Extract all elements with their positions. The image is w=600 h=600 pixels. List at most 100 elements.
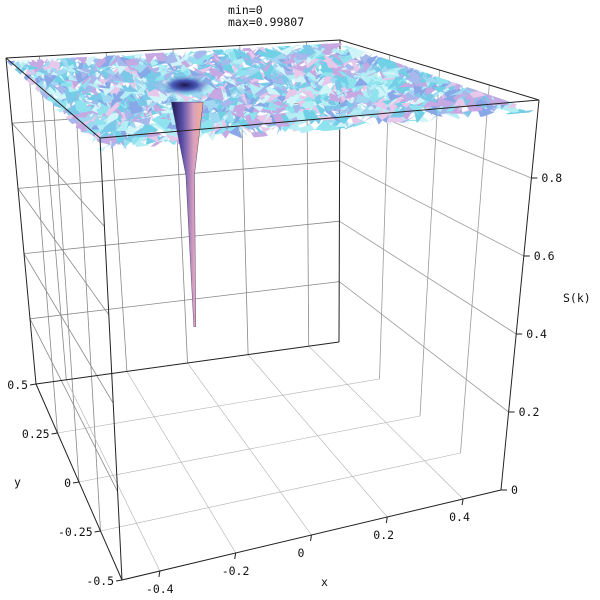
y-tick-mark bbox=[115, 579, 123, 582]
y-tick-mark bbox=[94, 530, 101, 533]
surface-patch bbox=[211, 49, 228, 56]
y-tick-label: -0.25 bbox=[58, 525, 93, 539]
surface-patch bbox=[290, 43, 307, 53]
surface-patch bbox=[64, 79, 79, 83]
x-tick-label: 0.4 bbox=[449, 510, 470, 524]
surface-patch bbox=[187, 50, 203, 65]
surface-patch bbox=[94, 57, 109, 69]
surface-patch bbox=[385, 90, 403, 101]
box-edge bbox=[99, 137, 123, 581]
surface-patch bbox=[81, 98, 96, 104]
x-tick-label: -0.4 bbox=[146, 582, 174, 596]
surface-patch bbox=[419, 93, 438, 103]
surface-patch bbox=[335, 91, 353, 97]
surface-patch bbox=[297, 124, 316, 134]
box-edge bbox=[5, 57, 37, 385]
back-gridline bbox=[76, 117, 101, 532]
surface-patch bbox=[231, 43, 247, 61]
x-tick-label: -0.2 bbox=[222, 564, 250, 578]
surface-patch bbox=[222, 72, 238, 80]
x-tick-mark bbox=[385, 516, 388, 524]
box-edge bbox=[35, 341, 340, 385]
surface-patch bbox=[433, 83, 451, 95]
y-tick-label: 0 bbox=[64, 476, 71, 490]
surface-patch bbox=[398, 82, 417, 88]
surface-patch bbox=[83, 94, 100, 109]
y-tick-mark bbox=[51, 432, 58, 435]
box-edge bbox=[5, 57, 101, 139]
surface-patch bbox=[130, 121, 146, 130]
surface-patch bbox=[399, 113, 418, 123]
surface-patch bbox=[19, 59, 33, 71]
floor-gridline bbox=[100, 452, 461, 532]
surface-patch bbox=[404, 66, 422, 77]
surface-patch bbox=[177, 51, 192, 64]
surface-patch bbox=[98, 66, 113, 75]
x-tick-mark bbox=[234, 552, 237, 560]
surface-patch bbox=[78, 92, 93, 96]
x-axis-ticks: -0.4 -0.2 0 0.2 0.4 bbox=[146, 498, 470, 596]
surface-patch bbox=[48, 59, 63, 71]
surface-patch bbox=[202, 49, 218, 62]
surface-patch bbox=[322, 52, 340, 68]
z-tick-label: 0.4 bbox=[526, 327, 547, 341]
surface-patch bbox=[135, 59, 150, 74]
surface-patch bbox=[69, 82, 83, 99]
surface-patch bbox=[421, 76, 440, 83]
surface-patch bbox=[335, 121, 354, 127]
x-tick-label: 0.2 bbox=[373, 528, 394, 542]
surface-patch bbox=[335, 44, 352, 56]
surface-patch bbox=[50, 70, 66, 82]
surface-patch bbox=[126, 82, 142, 96]
box-edge bbox=[5, 39, 341, 59]
surface-patch bbox=[358, 49, 376, 64]
x-axis-label: x bbox=[321, 575, 328, 589]
x-tick-mark bbox=[310, 534, 312, 542]
y-tick-label: -0.5 bbox=[86, 574, 114, 588]
surface-patch bbox=[354, 77, 371, 88]
z-tick-label: 0 bbox=[511, 483, 518, 497]
z-tick-label: 0.2 bbox=[519, 405, 540, 419]
surface-patch bbox=[255, 81, 272, 87]
surface-patch bbox=[382, 72, 399, 75]
surface-patch bbox=[333, 84, 351, 99]
surface-patch bbox=[109, 83, 124, 91]
surface-crater bbox=[156, 74, 213, 97]
surface-patch bbox=[77, 87, 92, 93]
box-edge bbox=[339, 39, 540, 101]
surface-patch bbox=[94, 118, 110, 126]
surface-patch bbox=[201, 55, 217, 64]
surface-patch bbox=[227, 96, 244, 102]
x-tick-label: 0 bbox=[298, 546, 305, 560]
surface-dip bbox=[171, 101, 204, 327]
surface-patch bbox=[25, 64, 40, 70]
surface-patch bbox=[147, 66, 162, 72]
surface-patch bbox=[341, 45, 358, 54]
z-tick-label: 0.6 bbox=[534, 249, 555, 263]
y-axis-ticks: 0.5 0.25 0 -0.25 -0.5 bbox=[7, 378, 123, 588]
surface-patch bbox=[64, 55, 79, 67]
side-gridline bbox=[419, 69, 440, 417]
surface-patch bbox=[164, 69, 179, 74]
box-edge bbox=[99, 99, 540, 139]
z-tick-label: 0.8 bbox=[541, 171, 562, 185]
surface-patch bbox=[400, 96, 419, 108]
back-gridline bbox=[29, 77, 58, 434]
side-gridline bbox=[460, 84, 490, 454]
min-label: min=0 bbox=[228, 3, 263, 17]
surface-patch bbox=[344, 71, 361, 76]
y-tick-label: 0.25 bbox=[22, 427, 50, 441]
floor-gridline bbox=[57, 378, 380, 434]
z-axis-label: S(k) bbox=[563, 291, 591, 305]
surface-patch bbox=[235, 78, 252, 87]
surface-patch bbox=[256, 47, 273, 58]
y-tick-mark bbox=[29, 383, 37, 386]
max-label: max=0.99807 bbox=[228, 15, 304, 29]
surface-patch bbox=[125, 101, 141, 112]
surface-patch bbox=[319, 97, 337, 106]
surface-patch bbox=[86, 91, 102, 101]
box-edge bbox=[500, 99, 540, 491]
back-gridline bbox=[52, 97, 80, 483]
x-tick-mark bbox=[158, 570, 161, 578]
